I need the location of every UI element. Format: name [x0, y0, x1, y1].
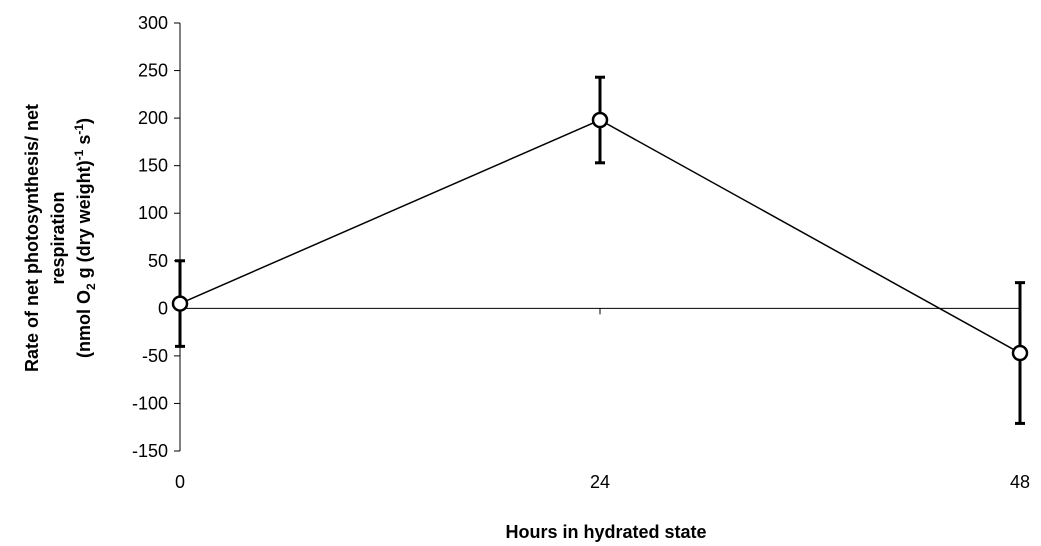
- y-ticks: 300 250 200 150 100 50 0 -50 -100 -150: [132, 13, 180, 461]
- y-tick-label: 50: [148, 251, 168, 271]
- unit-sub: 2: [84, 283, 98, 290]
- series-layer: [171, 75, 1029, 425]
- data-point: [1011, 344, 1029, 362]
- y-tick-label: 300: [138, 13, 168, 33]
- y-tick-label: 0: [158, 298, 168, 318]
- unit-mid2: s: [74, 135, 94, 150]
- unit-open: (nmol O: [74, 290, 94, 358]
- unit-mid: g (dry weight): [74, 160, 94, 283]
- y-axis-title-line-1: Rate of net photosynthesis/ net: [22, 104, 42, 372]
- y-tick-label: 100: [138, 203, 168, 223]
- x-ticks: 0 24 48: [175, 308, 1030, 492]
- y-tick-label: 250: [138, 61, 168, 81]
- y-tick-label: 200: [138, 108, 168, 128]
- unit-sup1: -1: [72, 149, 86, 160]
- x-tick-label: 48: [1010, 472, 1030, 492]
- y-tick-label: -150: [132, 441, 168, 461]
- x-axis-title: Hours in hydrated state: [505, 522, 706, 542]
- y-tick-label: 150: [138, 156, 168, 176]
- unit-close: ): [74, 118, 94, 124]
- y-axis-title: Rate of net photosynthesis/ net respirat…: [22, 104, 98, 372]
- data-point: [591, 111, 609, 129]
- x-tick-label: 0: [175, 472, 185, 492]
- y-tick-label: -100: [132, 393, 168, 413]
- y-tick-label: -50: [142, 346, 168, 366]
- unit-sup2: -1: [72, 124, 86, 135]
- y-axis-title-unit: (nmol O2 g (dry weight)-1 s-1): [72, 118, 98, 358]
- y-axis-title-line-2: respiration: [48, 191, 68, 284]
- data-point: [171, 295, 189, 312]
- x-tick-label: 24: [590, 472, 610, 492]
